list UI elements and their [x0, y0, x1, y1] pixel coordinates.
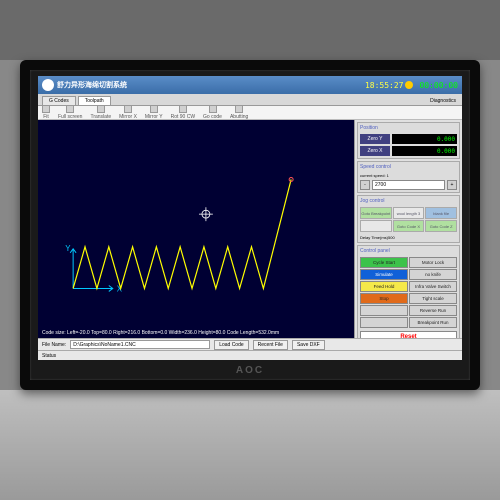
tab-gcodes[interactable]: G Codes — [42, 96, 76, 105]
speed-label: current speed: 1 — [360, 173, 457, 178]
fullscreen-icon — [66, 105, 74, 113]
jog-goto-code-x[interactable]: Goto Code X — [393, 220, 425, 232]
abutting-icon — [235, 105, 243, 113]
toolpath-svg: XY — [38, 120, 354, 338]
monitor-brand: AOC — [236, 365, 264, 376]
file-label: File Name: — [42, 342, 66, 348]
status-bar: Status — [38, 350, 462, 360]
code-size-text: Code size: Left=-20.0 Top=80.0 Right=216… — [42, 330, 279, 336]
clock-time: 18:55:27 — [365, 81, 404, 90]
recent-file-button[interactable]: Recent File — [253, 340, 288, 350]
app-logo-icon — [42, 79, 54, 91]
translate-icon — [97, 105, 105, 113]
jog-empty1 — [360, 220, 392, 232]
ctl-reverserun[interactable]: Reverse Run — [409, 305, 457, 316]
tool-fit[interactable]: Fit — [42, 105, 50, 120]
jog-delay: Delay Time(ms)500 — [360, 235, 457, 240]
ctl-nokife[interactable]: no knife — [409, 269, 457, 280]
app-window: 舒力异形海绵切割系统 18:55:27 00:00:00 G Codes Too… — [38, 76, 462, 360]
save-dxf-button[interactable]: Save DXF — [292, 340, 325, 350]
jog-goto-breakpoint[interactable]: Goto Breakpoint — [360, 207, 392, 219]
gocode-icon — [209, 105, 217, 113]
pos-x-value: 0.000 — [392, 146, 457, 156]
titlebar: 舒力异形海绵切割系统 18:55:27 00:00:00 — [38, 76, 462, 94]
tab-toolpath[interactable]: Toolpath — [78, 96, 111, 105]
speed-panel: Speed control current speed: 1 - 2700 + — [357, 161, 460, 193]
bottom-bar: File Name: D:\Graphics\NoName1.CNC Load … — [38, 338, 462, 350]
ctl-stop[interactable]: Stop — [360, 293, 408, 304]
control-panel: Control panel Cycle StartMotor LockSimul… — [357, 245, 460, 346]
ctl-infravalve[interactable]: Infra Valve Switch — [409, 281, 457, 292]
mirrorx-icon — [124, 105, 132, 113]
jog-wool-length[interactable]: wool length 3 — [393, 207, 425, 219]
zero-y-button[interactable]: Zero Y — [360, 134, 390, 144]
fit-icon — [42, 105, 50, 113]
speed-minus-button[interactable]: - — [360, 180, 370, 190]
tool-gocode[interactable]: Go code — [203, 105, 222, 120]
pos-y-value: 0.000 — [392, 134, 457, 144]
ctl-tightscale[interactable]: Tight scale — [409, 293, 457, 304]
load-code-button[interactable]: Load Code — [214, 340, 248, 350]
jog-panel: Jog control Goto Breakpoint wool length … — [357, 195, 460, 243]
position-panel: Position Zero Y 0.000 Zero X 0.000 — [357, 122, 460, 159]
rotate-icon — [179, 105, 187, 113]
tool-mirrorx[interactable]: Mirror X — [119, 105, 137, 120]
right-panel: Position Zero Y 0.000 Zero X 0.000 Speed… — [354, 120, 462, 338]
zero-x-button[interactable]: Zero X — [360, 146, 390, 156]
monitor-frame: 舒力异形海绵切割系统 18:55:27 00:00:00 G Codes Too… — [20, 60, 480, 390]
speed-value: 2700 — [372, 180, 445, 190]
svg-text:Y: Y — [65, 244, 71, 253]
file-path-input[interactable]: D:\Graphics\NoName1.CNC — [70, 340, 210, 349]
ctl-blank2[interactable] — [360, 317, 408, 328]
clock-icon — [405, 81, 413, 89]
jog-goto-code-z[interactable]: Goto Code Z — [425, 220, 457, 232]
ctl-feedhold[interactable]: Feed Hold — [360, 281, 408, 292]
ctl-simulate[interactable]: Simulate — [360, 269, 408, 280]
mirrory-icon — [150, 105, 158, 113]
tool-fullscreen[interactable]: Full screen — [58, 105, 82, 120]
speed-plus-button[interactable]: + — [447, 180, 457, 190]
jog-blank-file[interactable]: blank file — [425, 207, 457, 219]
ctl-motorlock[interactable]: Motor Lock — [409, 257, 457, 268]
tool-translate[interactable]: Translate — [90, 105, 111, 120]
ctl-breakpointrun[interactable]: Breakpoint Run — [409, 317, 457, 328]
clock-elapsed: 00:00:00 — [419, 81, 458, 90]
tool-mirrory[interactable]: Mirror Y — [145, 105, 163, 120]
tab-diagnostics[interactable]: Diagnostics — [424, 97, 462, 105]
ctl-cyclestart[interactable]: Cycle Start — [360, 257, 408, 268]
app-title: 舒力异形海绵切割系统 — [57, 80, 127, 90]
toolpath-canvas[interactable]: XY Code size: Left=-20.0 Top=80.0 Right=… — [38, 120, 354, 338]
status-label: Status — [42, 353, 56, 359]
tool-abutting[interactable]: Abutting — [230, 105, 248, 120]
tool-rotate[interactable]: Rot 90 CW — [171, 105, 195, 120]
ctl-empty[interactable] — [360, 305, 408, 316]
toolbar: Fit Full screen Translate Mirror X Mirro… — [38, 106, 462, 120]
